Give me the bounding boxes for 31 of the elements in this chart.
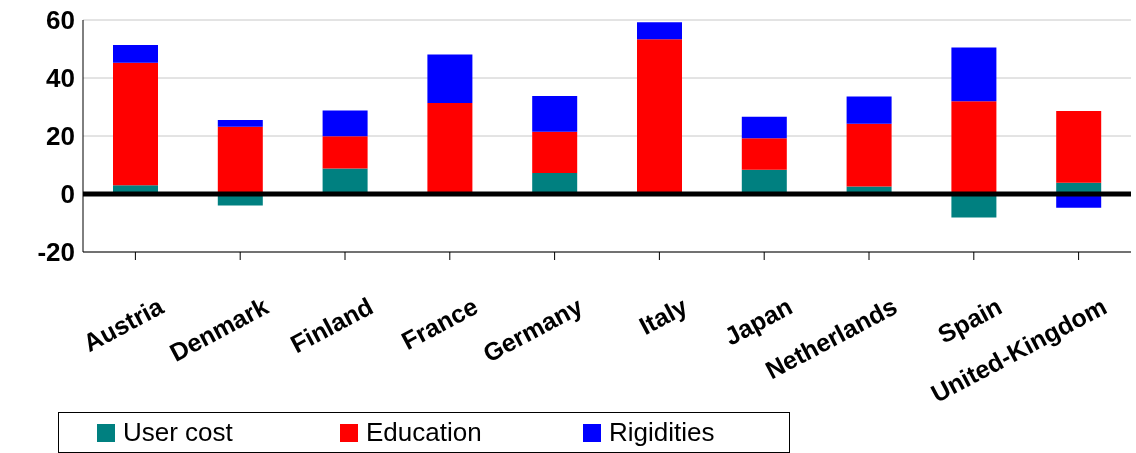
bar (951, 47, 997, 102)
bar (427, 54, 473, 103)
bar (846, 96, 892, 124)
legend-label: Education (365, 417, 483, 448)
bar (113, 44, 158, 63)
bar (741, 116, 787, 139)
y-tick-label: 20 (46, 121, 75, 152)
legend-label: User cost (122, 417, 234, 448)
y-tick-label: 0 (60, 179, 75, 210)
bar (427, 102, 473, 194)
y-tick-label: -20 (37, 237, 75, 268)
bar (951, 101, 997, 194)
x-tick-label: Italy (634, 291, 692, 340)
bar (322, 168, 368, 194)
y-tick-label: 60 (46, 5, 75, 36)
bar (846, 123, 892, 187)
bar (532, 95, 578, 132)
legend-label: Rigidities (608, 417, 716, 448)
bar (322, 110, 368, 137)
bar (217, 120, 263, 127)
bar (217, 126, 263, 194)
bar (532, 131, 578, 174)
bar (322, 136, 368, 169)
bar (532, 173, 578, 194)
bar (1056, 111, 1102, 183)
bar (637, 22, 682, 40)
bar (637, 39, 682, 194)
y-tick-label: 40 (46, 63, 75, 94)
bar (741, 138, 787, 170)
bar (741, 169, 787, 194)
bar (113, 62, 158, 186)
